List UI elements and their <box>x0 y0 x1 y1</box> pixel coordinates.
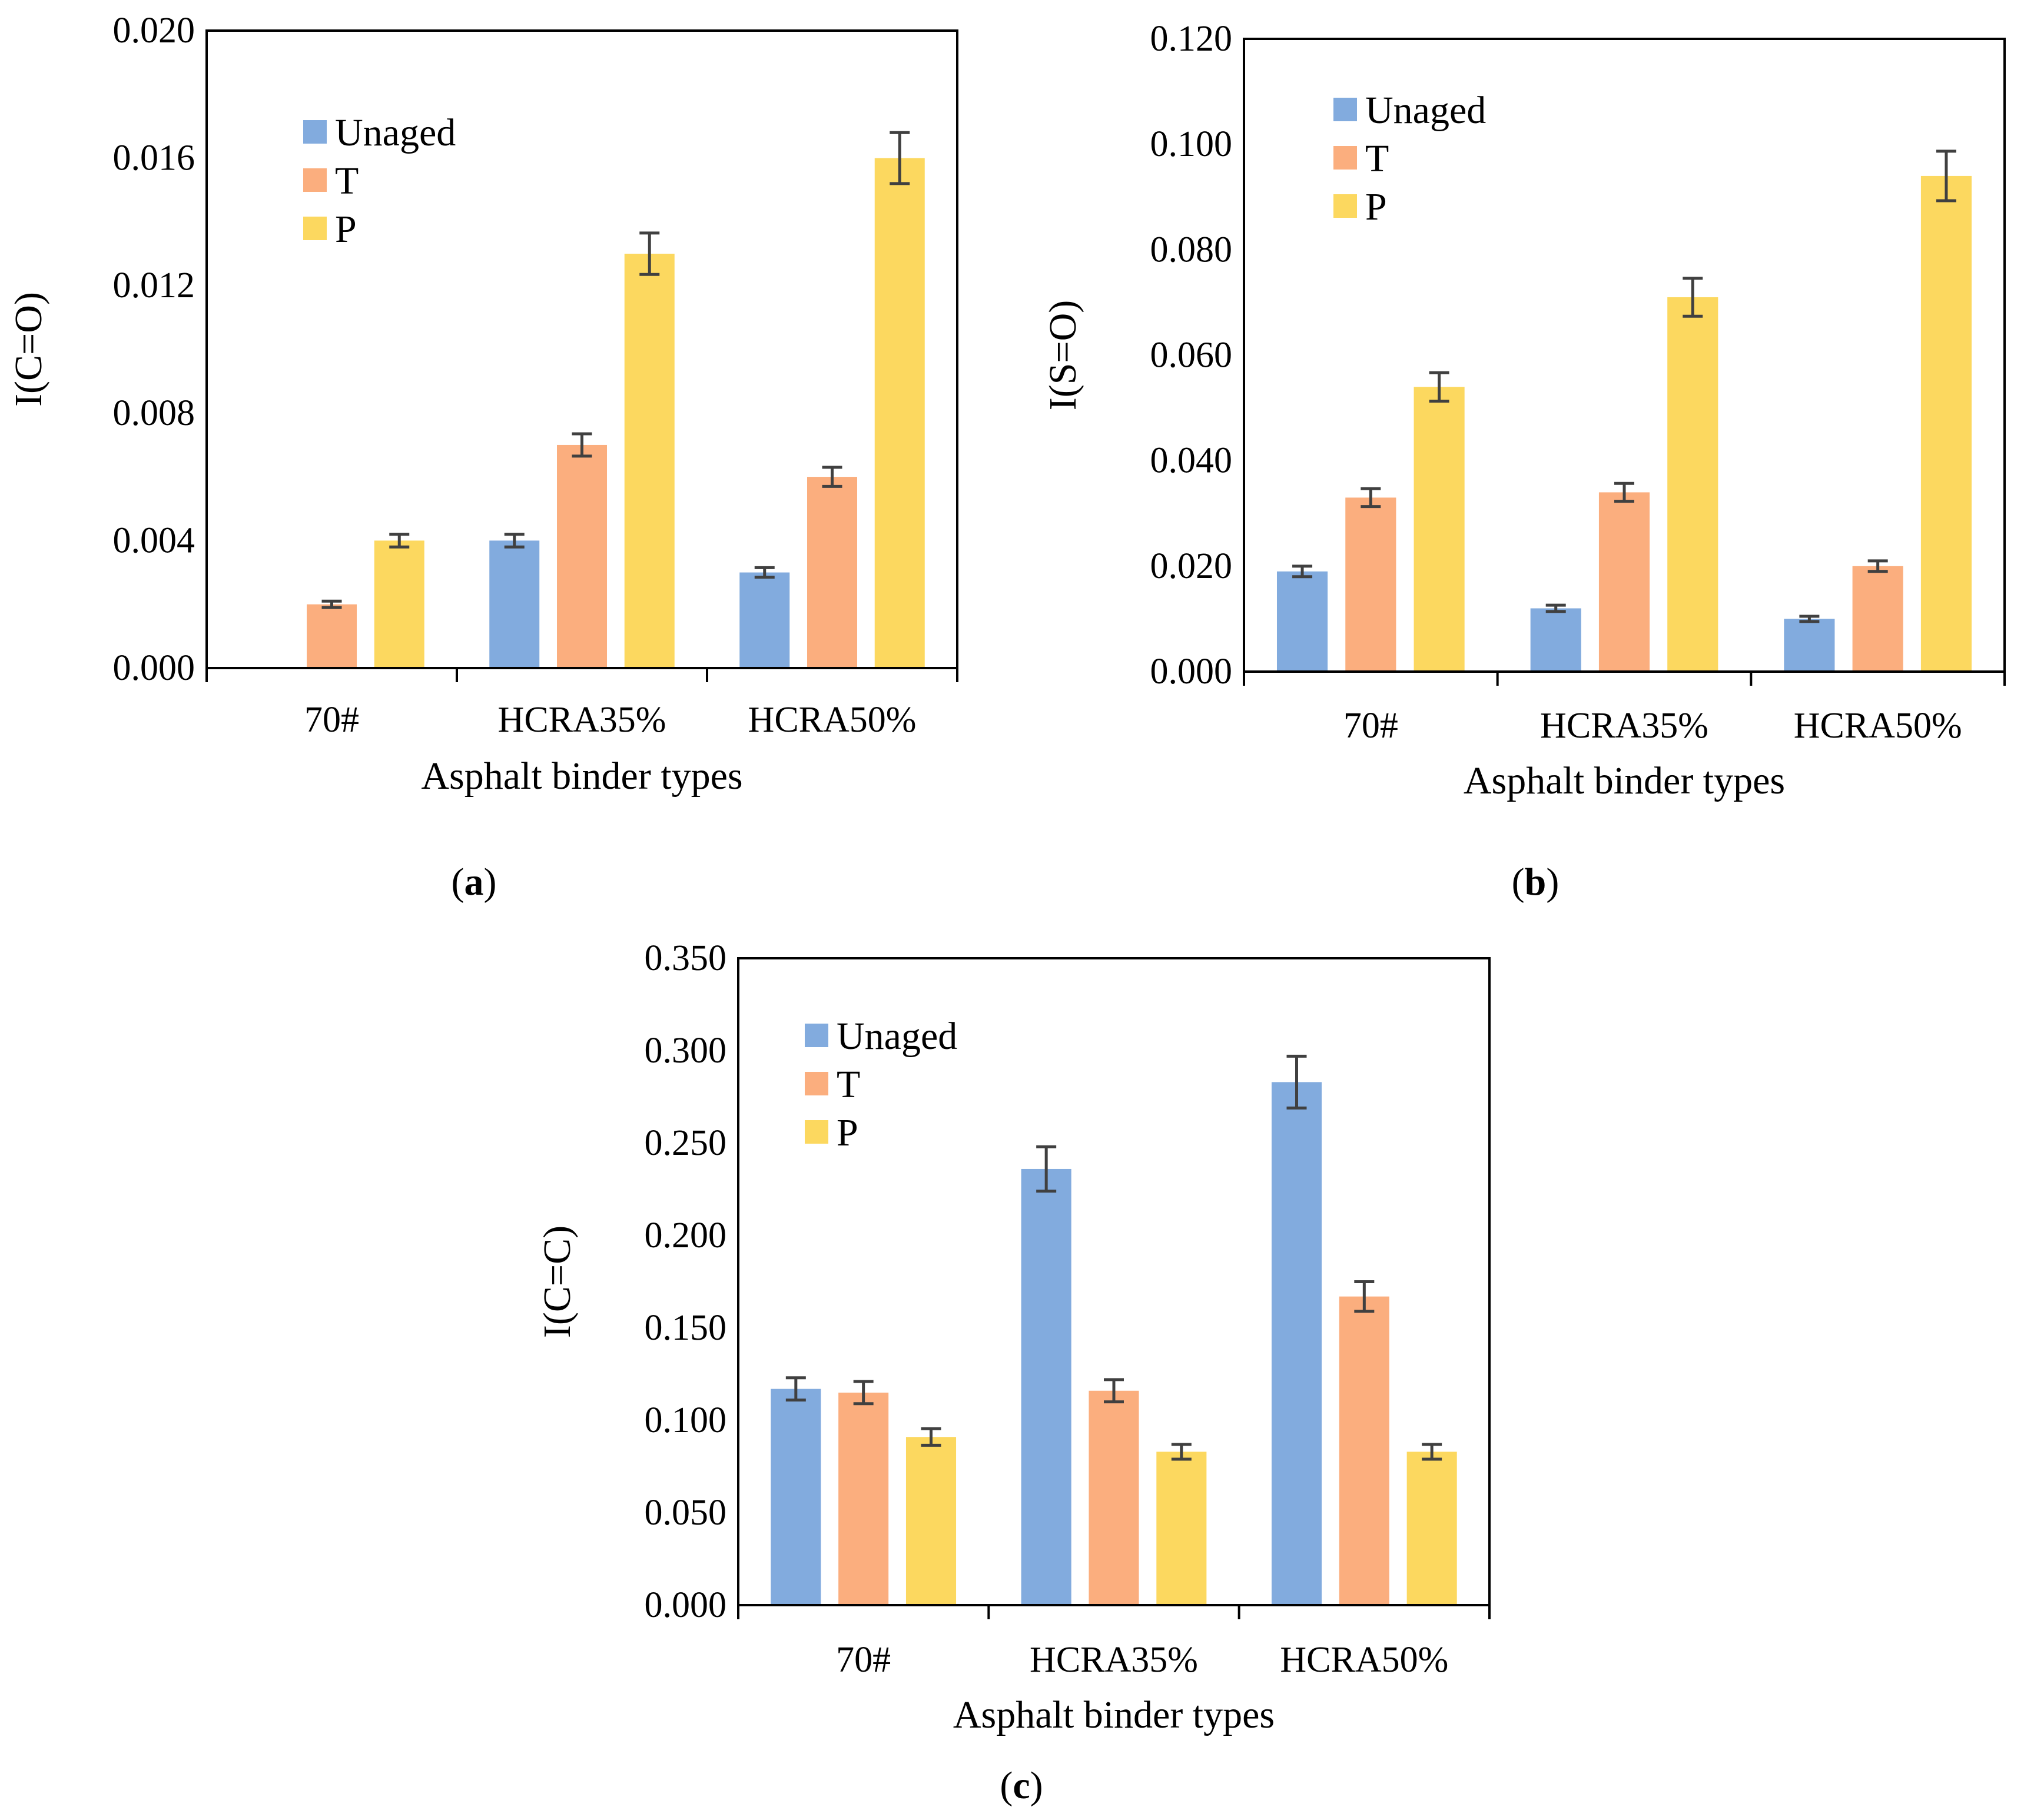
legend-swatch-p <box>805 1120 828 1144</box>
y-tick-label: 0.020 <box>1150 546 1233 586</box>
bar-unaged-2 <box>1784 619 1835 672</box>
x-category-label: HCRA35% <box>1030 1640 1198 1680</box>
y-tick-label: 0.008 <box>113 393 195 433</box>
plot-frame <box>737 957 1491 1606</box>
y-tick-label: 0.016 <box>113 138 195 178</box>
legend-label-unaged: Unaged <box>335 111 456 154</box>
bar-p-1 <box>624 254 675 668</box>
panel-label-letter: c <box>1013 1764 1030 1807</box>
panel-label-open-paren: ( <box>1000 1764 1013 1807</box>
bar-unaged-1 <box>489 540 540 668</box>
x-category-label: HCRA50% <box>748 700 917 740</box>
x-category-label: 70# <box>836 1640 891 1680</box>
panel-label-close-paren: ) <box>1546 861 1559 904</box>
legend-label-t: T <box>837 1063 860 1106</box>
x-axis-title: Asphalt binder types <box>953 1693 1275 1736</box>
legend-swatch-p <box>1333 194 1357 218</box>
chart-panel-c: 0.000 0.050 0.100 0.150 0.200 0.250 0.300 0.350… <box>536 938 1491 1807</box>
plot-frame <box>1243 38 2006 673</box>
panel-label-letter: b <box>1525 861 1547 904</box>
bar-unaged-1 <box>1021 1168 1071 1605</box>
legend-swatch-unaged <box>303 120 327 144</box>
bar-t-0 <box>307 604 357 668</box>
bar-unaged-2 <box>1271 1082 1322 1605</box>
bar-p-0 <box>1414 387 1465 672</box>
legend-label-unaged: Unaged <box>1365 89 1486 132</box>
legend-label-p: P <box>837 1111 858 1154</box>
bar-p-1 <box>1667 297 1718 672</box>
chart-panel-a: 0.000 0.004 0.008 0.012 0.016 0.020 70# HCRA35%… <box>7 11 958 904</box>
panel-label-close-paren: ) <box>484 861 497 904</box>
bar-t-0 <box>838 1392 889 1605</box>
y-tick-label: 0.100 <box>645 1400 727 1440</box>
y-tick-label: 0.000 <box>1150 652 1233 692</box>
legend-swatch-t <box>805 1072 828 1095</box>
bar-unaged-2 <box>739 572 790 668</box>
y-tick-label: 0.350 <box>645 938 727 978</box>
y-axis-title: I(C=C) <box>536 1225 579 1338</box>
bar-t-1 <box>557 444 607 668</box>
y-tick-label: 0.050 <box>645 1493 727 1533</box>
y-tick-label: 0.040 <box>1150 441 1233 481</box>
plot-frame <box>205 29 958 669</box>
bar-p-1 <box>1156 1452 1207 1605</box>
legend-swatch-t <box>1333 146 1357 170</box>
y-tick-label: 0.060 <box>1150 336 1233 376</box>
y-tick-label: 0.080 <box>1150 230 1233 270</box>
y-tick-label: 0.250 <box>645 1123 727 1163</box>
legend-label-p: P <box>335 208 357 251</box>
panel-label-close-paren: ) <box>1030 1764 1043 1807</box>
legend-swatch-p <box>303 217 327 240</box>
x-axis-title: Asphalt binder types <box>1464 759 1785 802</box>
panel-label: (c) <box>1000 1764 1043 1807</box>
bar-t-2 <box>1339 1296 1389 1605</box>
y-axis-title: I(C=O) <box>7 292 50 407</box>
bar-t-0 <box>1345 497 1396 672</box>
legend-label-t: T <box>335 160 359 202</box>
y-tick-label: 0.200 <box>645 1215 727 1256</box>
panel-label: (b) <box>1512 861 1560 904</box>
x-category-label: HCRA50% <box>1794 706 1962 746</box>
y-tick-label: 0.300 <box>645 1031 727 1071</box>
bar-p-0 <box>905 1437 957 1605</box>
y-tick-label: 0.020 <box>113 11 195 51</box>
y-tick-label: 0.120 <box>1150 19 1233 59</box>
y-tick-label: 0.000 <box>645 1585 727 1625</box>
legend-label-unaged: Unaged <box>837 1015 957 1058</box>
panel-label: (a) <box>452 861 497 904</box>
legend-swatch-t <box>303 168 327 192</box>
bar-t-2 <box>807 477 857 668</box>
bar-p-2 <box>874 158 925 669</box>
y-tick-label: 0.004 <box>113 520 195 560</box>
x-category-label: 70# <box>304 700 359 740</box>
x-category-label: HCRA35% <box>498 700 666 740</box>
panel-label-letter: a <box>464 861 484 904</box>
legend-label-t: T <box>1365 137 1389 180</box>
y-tick-label: 0.000 <box>113 648 195 688</box>
legend-swatch-unaged <box>1333 98 1357 121</box>
bar-t-1 <box>1089 1390 1139 1605</box>
panel-label-open-paren: ( <box>452 861 464 904</box>
legend-swatch-unaged <box>805 1024 828 1047</box>
bar-p-2 <box>1406 1452 1457 1605</box>
bar-unaged-1 <box>1530 608 1581 672</box>
y-axis-title: I(S=O) <box>1041 300 1084 411</box>
bar-p-0 <box>374 540 424 668</box>
bar-unaged-0 <box>771 1389 821 1605</box>
panel-label-open-paren: ( <box>1512 861 1525 904</box>
bar-unaged-0 <box>1276 571 1328 672</box>
chart-panel-b: 0.000 0.020 0.040 0.060 0.080 0.100 0.120 70# HC… <box>1041 19 2006 904</box>
x-axis-title: Asphalt binder types <box>421 755 742 798</box>
legend-label-p: P <box>1365 185 1387 228</box>
y-tick-label: 0.150 <box>645 1308 727 1348</box>
y-tick-label: 0.100 <box>1150 124 1233 164</box>
y-tick-label: 0.012 <box>113 265 195 305</box>
bar-t-2 <box>1852 566 1903 672</box>
bar-t-1 <box>1598 492 1650 672</box>
bar-p-2 <box>1920 175 1972 672</box>
x-category-label: 70# <box>1343 706 1398 746</box>
x-category-label: HCRA50% <box>1280 1640 1448 1680</box>
x-category-label: HCRA35% <box>1540 706 1708 746</box>
